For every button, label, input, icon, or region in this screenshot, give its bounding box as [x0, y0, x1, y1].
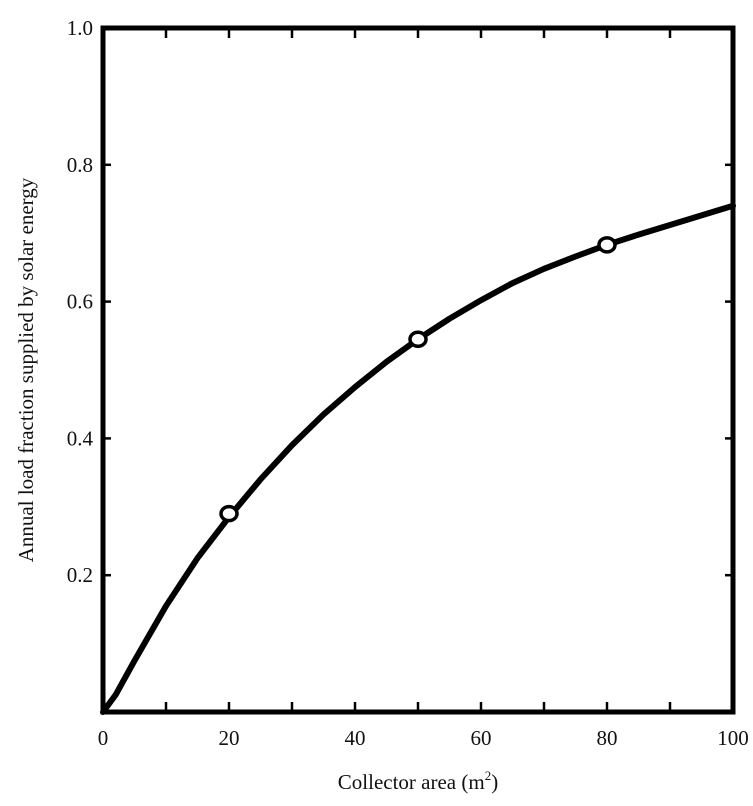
- y-tick-label: 0.2: [67, 563, 93, 587]
- plot-frame: [100, 25, 736, 715]
- x-tick-label: 0: [98, 726, 109, 750]
- x-tick-label: 60: [471, 726, 492, 750]
- y-tick-label: 0.6: [67, 290, 93, 314]
- data-point-marker: [219, 504, 239, 523]
- x-tick-label: 100: [717, 726, 749, 750]
- y-tick-label: 0.4: [67, 426, 94, 450]
- y-axis-title: Annual load fraction supplied by solar e…: [14, 177, 38, 562]
- y-tick-label: 0.8: [67, 153, 93, 177]
- markers-layer: [219, 236, 617, 523]
- data-point-marker: [408, 330, 428, 348]
- labels-layer: 0 20 40 60 80 100 0.2 0.4 0.6 0.8 1.0: [67, 16, 749, 750]
- ticks-layer: [103, 28, 733, 712]
- x-axis-title: Collector area (m2): [338, 768, 498, 794]
- series-curve: [100, 202, 736, 715]
- data-point-marker: [597, 236, 617, 254]
- x-tick-label: 20: [219, 726, 240, 750]
- x-tick-label: 40: [345, 726, 366, 750]
- y-tick-label: 1.0: [67, 16, 93, 40]
- x-tick-label: 80: [597, 726, 618, 750]
